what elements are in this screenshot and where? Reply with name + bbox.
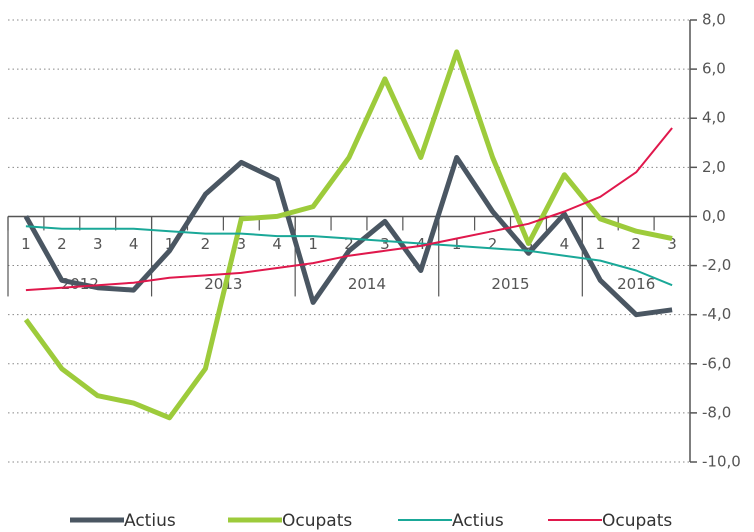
- x-tick-label: 2: [488, 235, 498, 253]
- y-tick-label: 2,0: [702, 158, 726, 176]
- y-tick-label: -4,0: [702, 305, 731, 323]
- x-tick-label: 1: [308, 235, 318, 253]
- series-line: [25, 225, 673, 287]
- group-label: 2016: [617, 275, 655, 293]
- x-tick-label: 2: [57, 235, 67, 253]
- series-line: [25, 127, 673, 292]
- y-tick-label: -8,0: [702, 403, 731, 421]
- legend-label: Actius: [452, 511, 504, 531]
- legend-label: Actius: [124, 511, 176, 531]
- y-tick-label: 6,0: [702, 60, 726, 78]
- y-tick-label: 8,0: [702, 11, 726, 29]
- y-tick-label: 4,0: [702, 109, 726, 127]
- legend-label: Ocupats: [282, 511, 352, 531]
- x-tick-label: 3: [237, 235, 247, 253]
- x-tick-label: 1: [452, 235, 462, 253]
- series-line: [23, 49, 673, 421]
- x-tick-label: 4: [272, 235, 282, 253]
- x-tick-label: 2: [631, 235, 641, 253]
- x-tick-label: 2: [201, 235, 211, 253]
- x-tick-label: 3: [380, 235, 390, 253]
- y-tick-label: -6,0: [702, 354, 731, 372]
- x-tick-label: 1: [21, 235, 31, 253]
- x-tick-label: 2: [344, 235, 354, 253]
- x-tick-label: 4: [129, 235, 139, 253]
- y-tick-label: 0,0: [702, 207, 726, 225]
- group-label: 2015: [491, 275, 529, 293]
- y-tick-label: -2,0: [702, 256, 731, 274]
- series-line: [23, 155, 673, 318]
- x-tick-label: 3: [93, 235, 103, 253]
- x-tick-label: 1: [595, 235, 605, 253]
- x-tick-label: 1: [165, 235, 175, 253]
- x-tick-label: 3: [667, 235, 677, 253]
- y-tick-label: -10,0: [702, 453, 741, 471]
- group-label: 2014: [348, 275, 386, 293]
- x-tick-label: 4: [560, 235, 570, 253]
- legend-label: Ocupats: [602, 511, 672, 531]
